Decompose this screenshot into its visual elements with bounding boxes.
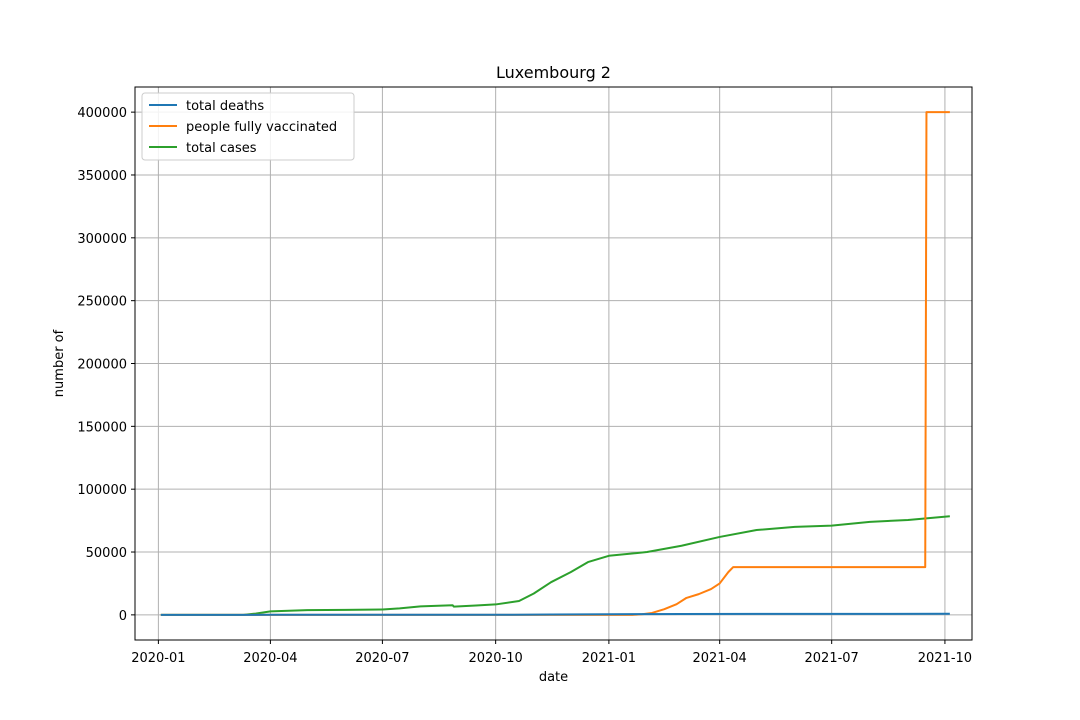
x-tick-label: 2021-01	[582, 651, 636, 666]
legend-label: people fully vaccinated	[186, 120, 337, 135]
series-lines	[160, 111, 950, 616]
y-tick-label: 250000	[77, 295, 127, 310]
y-tick-label: 200000	[77, 358, 127, 373]
y-tick-label: 300000	[77, 232, 127, 247]
series-line-total-cases	[160, 515, 950, 616]
grid-lines	[135, 87, 972, 640]
x-tick-label: 2021-10	[918, 651, 972, 666]
x-tick-label: 2020-07	[355, 651, 409, 666]
x-tick-label: 2020-01	[131, 651, 185, 666]
legend-box	[141, 92, 355, 161]
y-tick-label: 350000	[77, 169, 127, 184]
legend: total deaths people fully vaccinated total…	[141, 92, 355, 161]
y-axis-label: number of	[52, 329, 67, 397]
y-tick-label: 150000	[77, 420, 127, 435]
x-axis-ticks: 2020-01 2020-04 2020-07 2020-10 2021-01 2021-…	[131, 640, 972, 666]
legend-label: total deaths	[186, 99, 264, 114]
x-axis-label: date	[539, 670, 568, 685]
legend-label: total cases	[186, 141, 257, 156]
x-tick-label: 2020-04	[243, 651, 297, 666]
chart-title: Luxembourg 2	[496, 63, 611, 82]
y-tick-label: 0	[119, 609, 127, 624]
x-tick-label: 2020-10	[468, 651, 522, 666]
legend-items: total deaths people fully vaccinated total…	[149, 99, 337, 156]
y-tick-label: 100000	[77, 483, 127, 498]
x-tick-label: 2021-07	[805, 651, 859, 666]
y-tick-label: 50000	[86, 546, 127, 561]
y-axis-ticks: 0 50000 100000 150000 200000 250000 300000 3500…	[77, 106, 135, 624]
series-line-total-deaths	[160, 612, 950, 616]
y-tick-label: 400000	[77, 106, 127, 121]
x-tick-label: 2021-04	[693, 651, 747, 666]
